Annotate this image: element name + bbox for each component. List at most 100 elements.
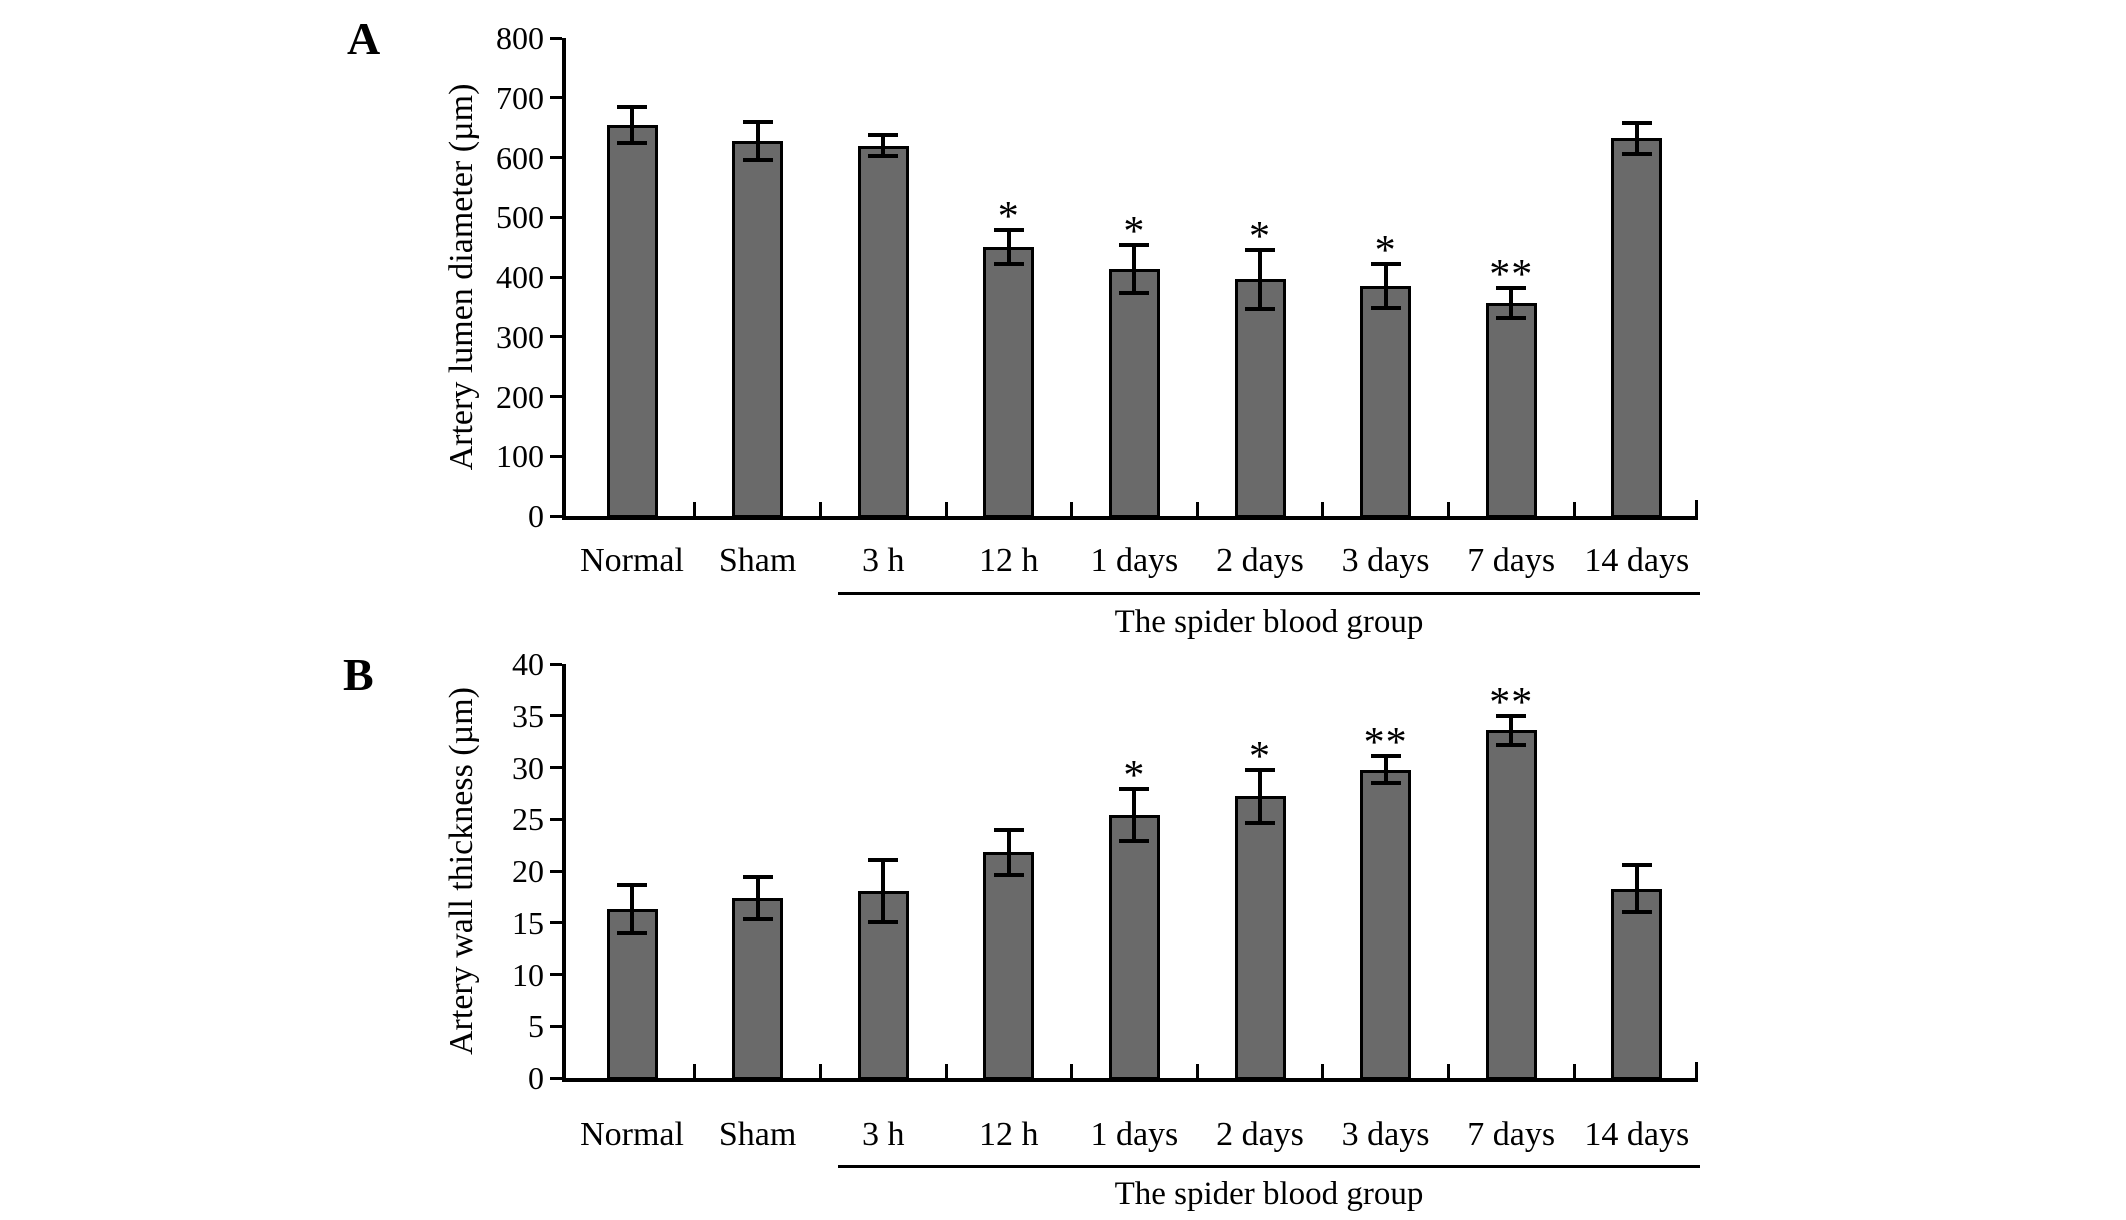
panel-label: A	[347, 13, 381, 64]
error-bar-cap-top	[868, 132, 899, 137]
x-category-label: Sham	[718, 1116, 797, 1153]
x-category-label: Normal	[580, 542, 684, 579]
x-axis-boundary-tick	[1070, 1064, 1074, 1078]
error-bar-cap-bottom	[1245, 821, 1275, 826]
error-bar-line	[1258, 249, 1262, 310]
error-bar-cap-top	[742, 875, 773, 880]
error-bar-line	[1258, 769, 1262, 824]
x-category-label: Sham	[718, 542, 797, 579]
error-bar-line	[881, 134, 886, 157]
error-bar-cap-bottom	[1496, 315, 1527, 320]
significance-marker: *	[1249, 213, 1271, 260]
significance-marker: *	[1374, 227, 1397, 274]
x-category-label: 3 days	[1341, 542, 1430, 579]
error-bar-cap-bottom	[617, 140, 647, 145]
x-category-label: 3 days	[1341, 1116, 1430, 1153]
error-bar-cap-bottom	[742, 157, 773, 162]
y-tick-label: 800	[496, 20, 544, 56]
x-axis-line	[562, 516, 1698, 520]
data-bar	[732, 140, 784, 518]
y-axis-tick	[550, 335, 562, 339]
x-axis-boundary-tick	[1321, 502, 1325, 516]
data-bar	[857, 145, 909, 518]
x-axis-boundary-tick	[944, 502, 948, 516]
y-tick-label: 100	[496, 438, 544, 475]
y-tick-label: 15	[512, 904, 544, 941]
error-bar-cap-top	[1245, 767, 1275, 772]
error-bar-cap-top	[1621, 120, 1652, 125]
x-axis-boundary-tick	[1446, 502, 1450, 516]
x-axis-boundary-tick	[1572, 1064, 1576, 1078]
error-bar-line	[1634, 122, 1639, 154]
y-tick-label: 700	[496, 79, 544, 116]
error-bar-cap-bottom	[1496, 742, 1527, 747]
error-bar-line	[1132, 245, 1137, 294]
x-category-label: 3 h	[861, 1116, 905, 1153]
group-underline	[838, 592, 1700, 595]
x-category-label: 14 days	[1584, 542, 1690, 579]
y-axis-tick	[550, 869, 562, 873]
x-category-label: 2 days	[1216, 1116, 1304, 1153]
error-bar-line	[1383, 756, 1388, 784]
error-bar-cap-top	[868, 857, 899, 862]
error-bar-cap-bottom	[1119, 838, 1150, 843]
error-bar-cap-bottom	[993, 873, 1024, 878]
error-bar-cap-top	[742, 119, 773, 124]
error-bar-cap-bottom	[1370, 306, 1401, 311]
y-tick-label: 40	[512, 646, 544, 682]
significance-marker: **	[1489, 679, 1534, 726]
error-bar-cap-top	[1496, 285, 1527, 290]
y-tick-label: 35	[512, 697, 544, 734]
data-bar	[1485, 302, 1537, 518]
y-tick-label: 5	[528, 1008, 544, 1045]
error-bar-line	[1006, 829, 1011, 876]
x-category-label: Normal	[580, 1116, 684, 1153]
error-bar-cap-bottom	[1621, 151, 1652, 156]
y-axis-tick	[550, 275, 562, 279]
x-axis-line	[562, 1078, 1698, 1082]
y-tick-label: 0	[528, 1060, 544, 1096]
y-tick-label: 400	[496, 259, 544, 295]
x-category-label: 2 days	[1216, 542, 1304, 579]
data-bar	[732, 897, 784, 1080]
error-bar-cap-bottom	[868, 919, 899, 924]
x-category-label: 1 days	[1090, 1116, 1179, 1153]
error-bar-line	[755, 121, 760, 160]
y-axis-line	[562, 38, 566, 520]
error-bar-line	[1509, 287, 1514, 318]
data-bar	[606, 124, 658, 518]
error-bar-line	[1132, 789, 1137, 841]
x-category-label: 7 days	[1467, 1116, 1556, 1153]
error-bar-cap-top	[993, 228, 1024, 233]
data-bar	[1360, 769, 1412, 1080]
data-bar	[1611, 138, 1663, 518]
x-axis-end-tick	[1695, 1062, 1698, 1082]
group-label: The spider blood group	[1114, 604, 1424, 640]
y-axis-tick	[550, 514, 562, 518]
x-axis-boundary-tick	[1446, 1064, 1450, 1078]
x-category-label: 1 days	[1090, 542, 1179, 579]
y-axis-tick	[550, 714, 562, 718]
y-tick-label: 30	[512, 749, 544, 786]
error-bar-cap-bottom	[742, 916, 773, 921]
significance-marker: **	[1489, 251, 1534, 298]
group-label: The spider blood group	[1114, 1176, 1424, 1212]
data-bar	[1108, 815, 1160, 1080]
y-axis-tick	[550, 36, 562, 40]
error-bar-cap-bottom	[1370, 781, 1401, 786]
x-axis-boundary-tick	[1195, 502, 1199, 516]
y-tick-label: 200	[496, 378, 544, 415]
error-bar-cap-bottom	[868, 154, 899, 159]
x-category-label: 12 h	[979, 542, 1039, 579]
y-axis-tick	[550, 96, 562, 100]
x-axis-boundary-tick	[818, 1064, 822, 1078]
data-bar	[1234, 279, 1286, 518]
error-bar-cap-top	[617, 104, 647, 109]
error-bar-cap-bottom	[617, 931, 647, 936]
y-axis-line	[562, 664, 566, 1082]
error-bar-cap-bottom	[1119, 291, 1150, 296]
y-axis-tick	[550, 1024, 562, 1028]
error-bar-cap-bottom	[1245, 307, 1275, 312]
error-bar-cap-top	[1496, 713, 1527, 718]
